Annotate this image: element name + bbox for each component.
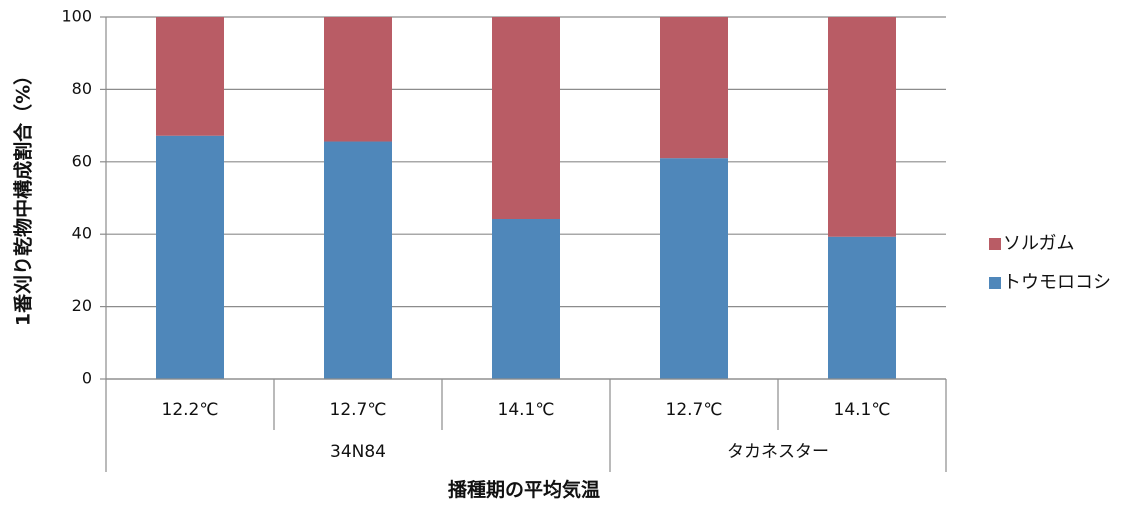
y-tick-labels: 0 20 40 60 80 100: [61, 7, 92, 388]
y-tick-label: 20: [72, 296, 92, 315]
x-category-label: 12.7℃: [330, 400, 387, 420]
x-group-labels: 34N84 タカネスター: [330, 442, 829, 462]
x-group-label: 34N84: [330, 442, 386, 462]
bar-segment-sorghum: [492, 17, 560, 219]
legend-swatch: [989, 238, 1001, 250]
legend-label: ソルガム: [1003, 233, 1074, 254]
x-axis-title: 播種期の平均気温: [448, 478, 600, 501]
legend-swatch: [989, 277, 1001, 289]
bar-segment-corn: [324, 141, 392, 379]
bar-segment-sorghum: [828, 17, 896, 237]
x-category-label: 14.1℃: [834, 400, 891, 420]
bar-segment-sorghum: [156, 17, 224, 136]
bar-segment-corn: [660, 158, 728, 379]
x-group-label: タカネスター: [727, 442, 829, 462]
x-category-label: 12.7℃: [666, 400, 723, 420]
bar-segment-corn: [156, 135, 224, 379]
y-tick-label: 80: [72, 79, 92, 98]
bar-segment-sorghum: [660, 17, 728, 159]
axes: [105, 17, 947, 472]
x-category-label: 12.2℃: [162, 400, 219, 420]
x-category-labels: 12.2℃ 12.7℃ 14.1℃ 12.7℃ 14.1℃: [162, 400, 891, 420]
y-tick-label: 0: [82, 369, 92, 388]
y-tick-label: 40: [72, 224, 92, 243]
y-tick-label: 100: [61, 7, 92, 26]
legend-label: トウモロコシ: [1003, 272, 1111, 293]
bar-segment-corn: [492, 218, 560, 379]
bar-segment-corn: [828, 236, 896, 379]
y-axis-title: 1番刈り乾物中構成割合（%）: [12, 66, 35, 326]
bar-segment-sorghum: [324, 17, 392, 142]
bars: [156, 17, 896, 379]
y-tick-label: 60: [72, 151, 92, 170]
x-category-label: 14.1℃: [498, 400, 555, 420]
